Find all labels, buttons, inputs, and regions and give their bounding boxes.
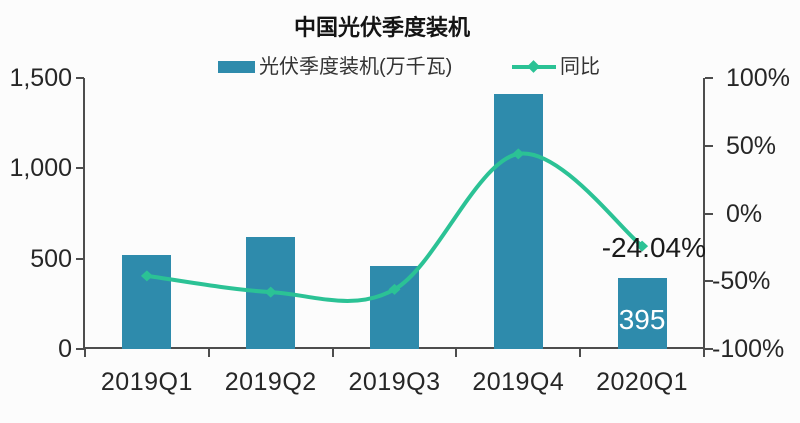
x-axis-tick — [331, 349, 334, 357]
legend-line-label: 同比 — [560, 56, 600, 78]
y-axis-tick — [705, 212, 713, 215]
x-axis-tick — [84, 349, 86, 357]
line-value-label: -24.04% — [601, 232, 706, 263]
x-tick-label: 2019Q4 — [472, 368, 565, 396]
bar — [370, 265, 419, 349]
x-tick-label: 2020Q1 — [596, 368, 689, 396]
y-axis-tick — [76, 348, 84, 350]
bar — [493, 94, 543, 349]
y-axis-tick — [76, 257, 84, 260]
y-tick-label-left: 1,000 — [9, 154, 72, 183]
y-axis-tick — [705, 77, 713, 79]
y-axis-tick — [76, 77, 84, 79]
y-tick-label-left: 1,500 — [9, 64, 72, 92]
x-axis-tick — [455, 349, 458, 357]
x-tick-label: 2019Q3 — [348, 368, 441, 396]
y-axis-right — [703, 78, 705, 349]
x-tick-label: 2019Q2 — [224, 368, 317, 396]
diamond-marker-icon — [527, 60, 540, 73]
y-axis-tick — [705, 348, 713, 350]
x-tick-label: 2019Q1 — [100, 368, 193, 396]
legend-bar-swatch-icon — [218, 61, 255, 73]
x-axis-tick — [703, 349, 705, 357]
chart-title: 中国光伏季度装机 — [293, 15, 471, 40]
bar — [246, 236, 296, 349]
y-tick-label-right: -100% — [712, 335, 785, 363]
y-tick-label-left: 0 — [58, 335, 72, 363]
x-axis-tick — [207, 349, 210, 357]
x-axis-tick — [579, 349, 582, 357]
bar — [122, 255, 172, 349]
legend-line-marker-icon — [512, 60, 556, 73]
y-axis-left — [83, 78, 85, 349]
legend-bar-label: 光伏季度装机(万千瓦) — [259, 56, 453, 78]
y-axis-tick — [705, 144, 713, 147]
y-tick-label-left: 500 — [30, 244, 72, 273]
y-axis-tick — [705, 280, 713, 283]
y-tick-label-right: 100% — [726, 64, 790, 92]
y-tick-label-right: 0% — [726, 199, 763, 228]
y-axis-tick — [76, 167, 84, 170]
y-tick-label-right: 50% — [726, 131, 777, 160]
bar-value-label: 395 — [618, 304, 666, 335]
y-tick-label-right: -50% — [712, 267, 771, 296]
